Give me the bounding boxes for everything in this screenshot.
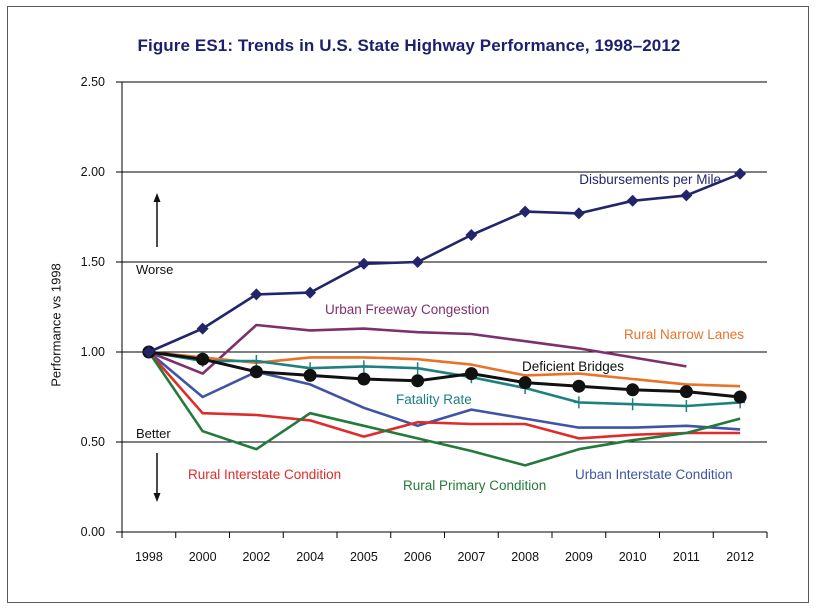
data-point (357, 257, 370, 270)
direction-arrows (153, 193, 161, 502)
worse-arrow-head (153, 193, 161, 202)
x-tick-label: 2011 (673, 550, 700, 564)
axes (116, 81, 768, 538)
series-label-rural-interstate-condition: Rural Interstate Condition (188, 467, 341, 482)
chart-title: Figure ES1: Trends in U.S. State Highway… (137, 36, 681, 55)
x-tick-label: 2000 (189, 550, 217, 564)
series-line-rural-interstate-condition (147, 351, 741, 440)
data-point (411, 374, 425, 388)
better-annotation: Better (136, 426, 171, 441)
data-point (411, 256, 424, 268)
data-point (304, 286, 317, 299)
data-point (196, 352, 210, 366)
x-tick-label: 2005 (350, 550, 378, 564)
data-point (734, 167, 747, 180)
series-label-rural-primary-condition: Rural Primary Condition (403, 478, 546, 493)
series-urban-freeway-congestion (148, 323, 687, 375)
series-line-urban-freeway-congestion (148, 323, 687, 375)
y-tick-label: 2.50 (81, 75, 105, 89)
x-tick-label: 1998 (135, 550, 163, 564)
y-tick-label: 1.50 (81, 255, 105, 269)
data-point (196, 322, 209, 335)
series-disbursements-per-mile (142, 167, 747, 358)
y-tick-labels: 0.00 0.50 1.00 1.50 2.00 2.50 (81, 75, 105, 539)
y-tick-label: 0.50 (81, 435, 105, 449)
series-label-urban-freeway-congestion: Urban Freeway Congestion (325, 302, 489, 317)
data-point (681, 400, 692, 412)
data-point (733, 390, 747, 404)
x-tick-label: 2007 (457, 550, 485, 564)
data-point (679, 385, 693, 399)
series-lines (142, 167, 747, 467)
data-point (464, 367, 478, 381)
data-point (357, 372, 371, 386)
x-tick-label: 2009 (565, 550, 593, 564)
chart-frame (7, 6, 809, 603)
series-line-disbursements-per-mile (148, 172, 741, 354)
series-line-rural-primary-condition (147, 351, 741, 467)
series-label-urban-interstate-condition: Urban Interstate Condition (575, 467, 733, 482)
data-point (412, 362, 423, 375)
series-label-fatality-rate: Fatality Rate (396, 392, 472, 407)
data-point (572, 379, 586, 393)
data-point (250, 288, 263, 301)
data-point (249, 365, 263, 379)
y-tick-label: 0.00 (81, 525, 105, 539)
x-tick-label: 2004 (296, 550, 324, 564)
data-point (680, 189, 693, 202)
x-tick-label: 2006 (404, 550, 432, 564)
series-rural-interstate-condition (147, 351, 741, 440)
series-line-urban-interstate-condition (148, 351, 741, 431)
data-point (358, 360, 369, 373)
data-point (626, 383, 640, 397)
x-tick-label: 2010 (619, 550, 647, 564)
series-labels: Urban Interstate Condition Rural Intersta… (188, 172, 744, 493)
better-arrow-head (153, 493, 161, 502)
x-tick-label: 2002 (242, 550, 270, 564)
data-point (465, 229, 478, 241)
series-rural-primary-condition (147, 351, 741, 467)
series-label-deficient-bridges: Deficient Bridges (522, 359, 624, 374)
data-point (142, 346, 155, 358)
series-line-deficient-bridges (148, 350, 741, 399)
series-urban-interstate-condition (148, 351, 741, 431)
data-point (627, 398, 638, 411)
gridlines (122, 81, 767, 443)
series-line-fatality-rate (148, 350, 741, 408)
data-point (572, 207, 585, 220)
x-tick-label: 2008 (511, 550, 539, 564)
series-deficient-bridges (142, 345, 747, 404)
series-label-rural-narrow-lanes: Rural Narrow Lanes (624, 327, 744, 342)
x-tick-labels: 1998 2000 2002 2004 2005 2006 2007 2008 2009 2010… (135, 550, 754, 564)
x-tick-label: 2012 (726, 550, 754, 564)
data-point (251, 355, 262, 367)
y-tick-label: 1.00 (81, 345, 105, 359)
series-label-disbursements-per-mile: Disbursements per Mile (579, 172, 721, 187)
data-point (303, 368, 317, 382)
data-point (519, 205, 532, 218)
data-point (626, 194, 639, 207)
y-tick-label: 2.00 (81, 165, 105, 179)
worse-annotation: Worse (136, 262, 173, 277)
data-point (518, 376, 532, 390)
data-point (573, 396, 584, 409)
